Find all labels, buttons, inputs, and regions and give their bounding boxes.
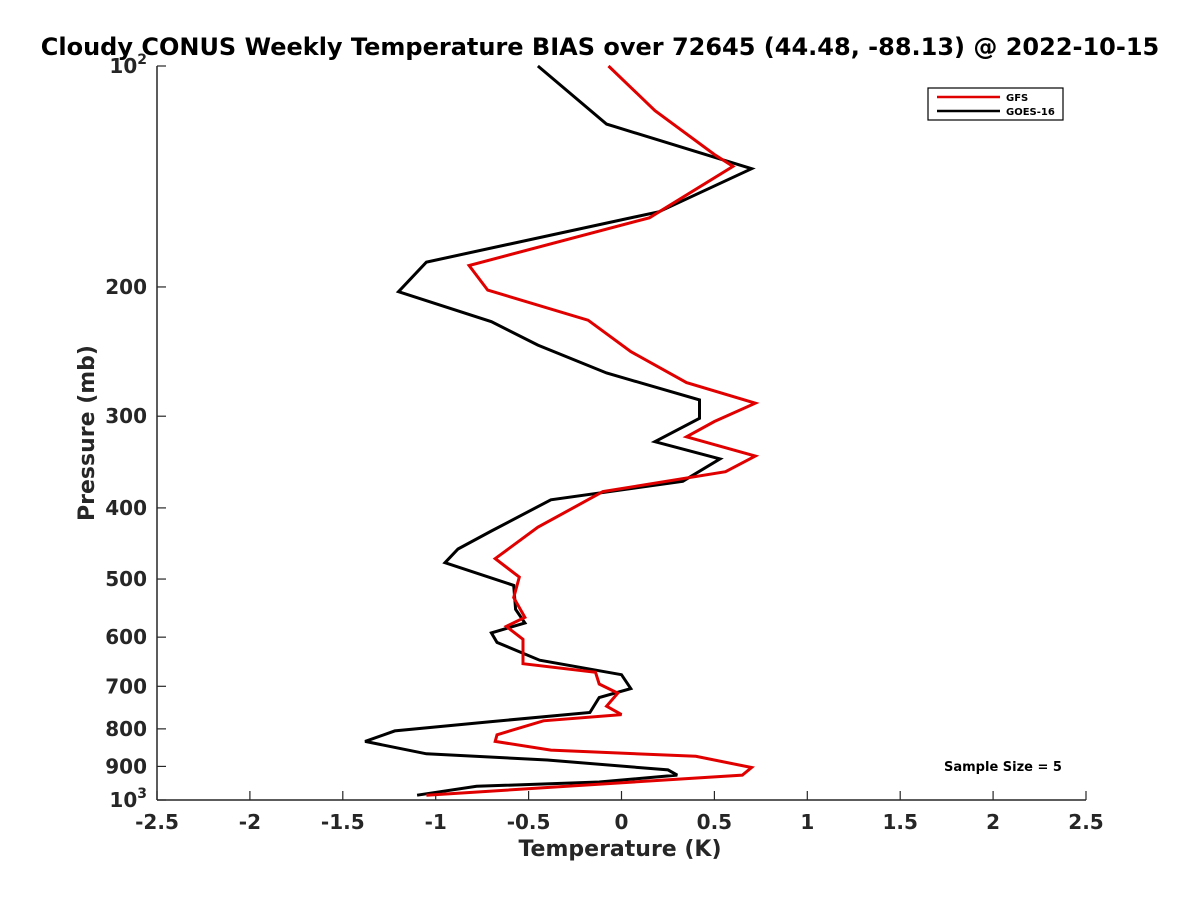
x-tick-label: -2 bbox=[239, 810, 261, 834]
x-tick-label: 1.5 bbox=[882, 810, 917, 834]
y-tick-label: 300 bbox=[105, 404, 147, 428]
x-tick-label: 2 bbox=[986, 810, 1000, 834]
legend-label-gfs: GFS bbox=[1006, 93, 1028, 104]
x-tick-label: -0.5 bbox=[507, 810, 551, 834]
series-line-goes16 bbox=[364, 64, 756, 797]
y-tick-label: 102 bbox=[109, 52, 147, 78]
legend-box bbox=[927, 87, 1064, 121]
x-tick-label: 0 bbox=[615, 810, 629, 834]
y-tick-label: 200 bbox=[105, 275, 147, 299]
x-tick-label: -2.5 bbox=[135, 810, 179, 834]
legend-label-goes16: GOES-16 bbox=[1006, 107, 1055, 118]
series-line-gfs bbox=[426, 64, 760, 797]
y-axis-label: Pressure (mb) bbox=[75, 345, 100, 521]
y-tick-label: 700 bbox=[105, 674, 147, 698]
x-tick-label: 1 bbox=[800, 810, 814, 834]
y-tick-label: 103 bbox=[109, 786, 147, 812]
x-tick-label: 0.5 bbox=[697, 810, 732, 834]
chart-title: Cloudy CONUS Weekly Temperature BIAS ove… bbox=[41, 33, 1159, 61]
x-tick-label: -1 bbox=[425, 810, 447, 834]
chart-series bbox=[364, 64, 760, 797]
chart-axes: -2.5 -2 -1.5 -1 -0.5 0 0.5 1 1.5 2 2.5 102 200 300 400… bbox=[105, 52, 1103, 834]
x-axis-label: Temperature (K) bbox=[518, 837, 721, 862]
x-tick-label: 2.5 bbox=[1068, 810, 1103, 834]
sample-size-annotation: Sample Size = 5 bbox=[944, 760, 1062, 775]
x-tick-label: -1.5 bbox=[321, 810, 365, 834]
y-tick-label: 800 bbox=[105, 717, 147, 741]
chart-legend: GFS GOES-16 bbox=[927, 87, 1064, 121]
y-tick-label: 500 bbox=[105, 567, 147, 591]
y-tick-label: 900 bbox=[105, 754, 147, 778]
y-tick-label: 400 bbox=[105, 496, 147, 520]
y-tick-label: 600 bbox=[105, 625, 147, 649]
